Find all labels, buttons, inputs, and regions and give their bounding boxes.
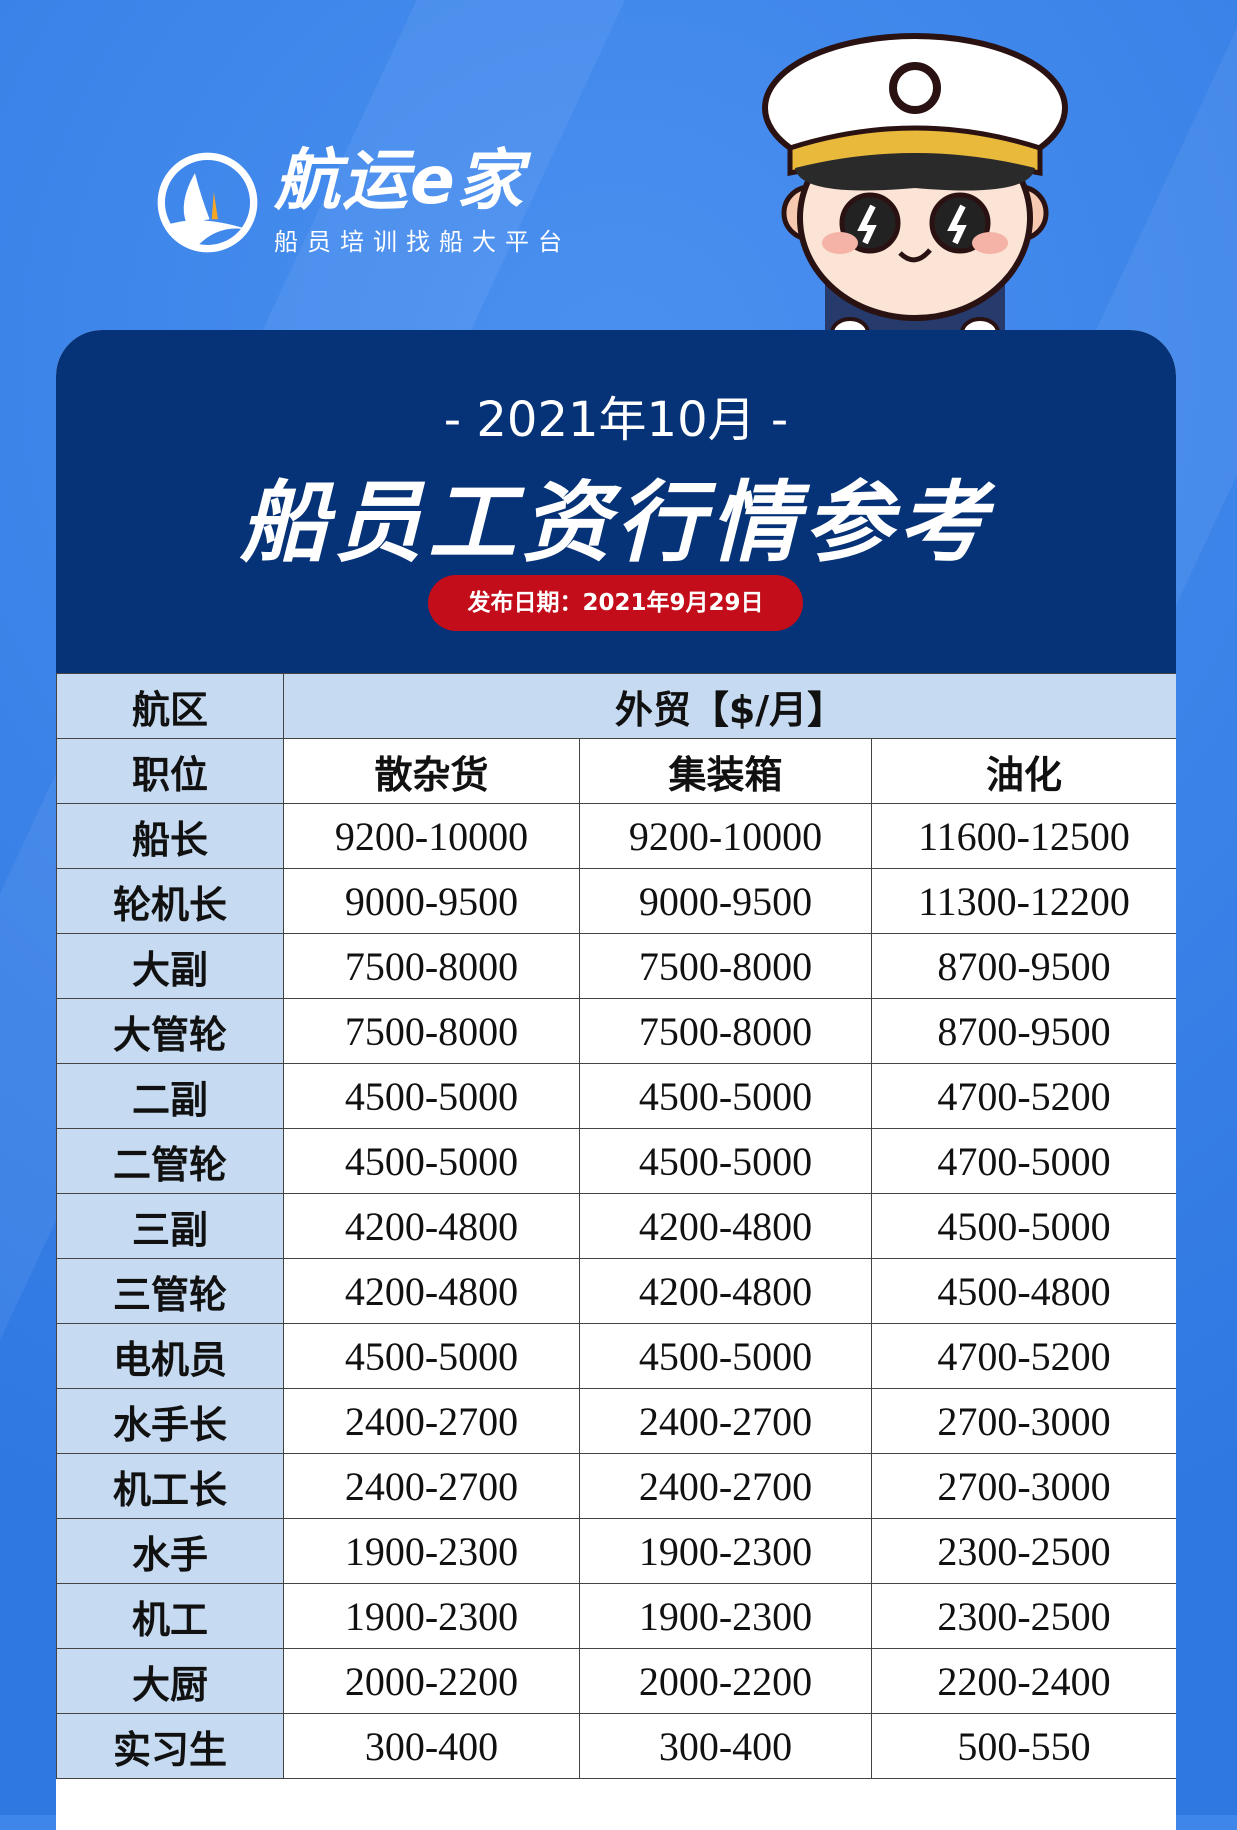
salary-cell: 7500-8000	[283, 933, 580, 999]
salary-cell: 9200-10000	[283, 803, 580, 869]
table-row: 大副 7500-8000 7500-8000 8700-9500	[56, 933, 1176, 999]
region-label: 航区	[56, 673, 284, 739]
position-cell: 水手	[56, 1518, 284, 1584]
salary-cell: 4500-5000	[283, 1323, 580, 1389]
salary-cell: 4200-4800	[283, 1193, 580, 1259]
salary-cell: 2400-2700	[283, 1388, 580, 1454]
table-row: 二管轮 4500-5000 4500-5000 4700-5000	[56, 1128, 1176, 1194]
salary-cell: 2400-2700	[579, 1388, 872, 1454]
column-header: 散杂货	[283, 738, 580, 804]
salary-cell: 2300-2500	[871, 1583, 1176, 1649]
page-title: 船员工资行情参考	[239, 471, 992, 574]
salary-cell: 7500-8000	[283, 998, 580, 1064]
salary-cell: 9000-9500	[283, 868, 580, 934]
salary-cell: 8700-9500	[871, 933, 1176, 999]
position-cell: 机工	[56, 1583, 284, 1649]
position-cell: 二副	[56, 1063, 284, 1129]
salary-cell: 2700-3000	[871, 1388, 1176, 1454]
region-value: 外贸【$/月】	[283, 673, 1176, 739]
salary-cell: 8700-9500	[871, 998, 1176, 1064]
table-row: 二副 4500-5000 4500-5000 4700-5200	[56, 1063, 1176, 1129]
salary-cell: 1900-2300	[579, 1583, 872, 1649]
salary-cell: 4200-4800	[283, 1258, 580, 1324]
salary-cell: 4500-5000	[579, 1323, 872, 1389]
salary-cell: 2000-2200	[579, 1648, 872, 1714]
salary-cell: 2300-2500	[871, 1518, 1176, 1584]
salary-cell: 4700-5200	[871, 1323, 1176, 1389]
salary-cell: 2400-2700	[283, 1453, 580, 1519]
salary-table: 航区 外贸【$/月】 职位 散杂货 集装箱 油化 船长 9200-10000 920…	[56, 673, 1176, 1779]
salary-cell: 300-400	[283, 1713, 580, 1779]
salary-cell: 1900-2300	[579, 1518, 872, 1584]
salary-cell: 4700-5000	[871, 1128, 1176, 1194]
salary-cell: 2400-2700	[579, 1453, 872, 1519]
position-cell: 大厨	[56, 1648, 284, 1714]
table-row: 大厨 2000-2200 2000-2200 2200-2400	[56, 1648, 1176, 1714]
salary-cell: 500-550	[871, 1713, 1176, 1779]
position-cell: 水手长	[56, 1388, 284, 1454]
card-header: - 2021年10月 - 船员工资行情参考 发布日期：2021年9月29日	[56, 330, 1176, 673]
salary-cell: 4500-5000	[579, 1063, 872, 1129]
salary-cell: 4500-5000	[283, 1128, 580, 1194]
position-cell: 实习生	[56, 1713, 284, 1779]
salary-cell: 2000-2200	[283, 1648, 580, 1714]
position-cell: 轮机长	[56, 868, 284, 934]
region-row: 航区 外贸【$/月】	[56, 673, 1176, 739]
salary-cell: 2700-3000	[871, 1453, 1176, 1519]
column-header: 油化	[871, 738, 1176, 804]
table-row: 大管轮 7500-8000 7500-8000 8700-9500	[56, 998, 1176, 1064]
salary-cell: 4500-5000	[871, 1193, 1176, 1259]
logo-subtitle: 船员培训找船大平台	[274, 228, 571, 256]
salary-cell: 11300-12200	[871, 868, 1176, 934]
table-row: 三管轮 4200-4800 4200-4800 4500-4800	[56, 1258, 1176, 1324]
logo: 航运e家 船员培训找船大平台	[155, 148, 571, 257]
salary-cell: 7500-8000	[579, 998, 872, 1064]
salary-cell: 300-400	[579, 1713, 872, 1779]
table-row: 船长 9200-10000 9200-10000 11600-12500	[56, 803, 1176, 869]
month-label: - 2021年10月 -	[443, 392, 789, 448]
salary-cell: 4500-4800	[871, 1258, 1176, 1324]
salary-cell: 1900-2300	[283, 1518, 580, 1584]
salary-cell: 9200-10000	[579, 803, 872, 869]
salary-cell: 1900-2300	[283, 1583, 580, 1649]
salary-card: - 2021年10月 - 船员工资行情参考 发布日期：2021年9月29日 航区…	[56, 330, 1176, 1830]
table-row: 水手 1900-2300 1900-2300 2300-2500	[56, 1518, 1176, 1584]
position-label: 职位	[56, 738, 284, 804]
position-cell: 大副	[56, 933, 284, 999]
salary-cell: 4200-4800	[579, 1193, 872, 1259]
position-cell: 电机员	[56, 1323, 284, 1389]
column-header: 集装箱	[579, 738, 872, 804]
position-cell: 机工长	[56, 1453, 284, 1519]
salary-cell: 4200-4800	[579, 1258, 872, 1324]
table-row: 三副 4200-4800 4200-4800 4500-5000	[56, 1193, 1176, 1259]
release-date-badge: 发布日期：2021年9月29日	[428, 575, 803, 631]
table-row: 实习生 300-400 300-400 500-550	[56, 1713, 1176, 1779]
salary-cell: 4500-5000	[283, 1063, 580, 1129]
position-cell: 三副	[56, 1193, 284, 1259]
column-header-row: 职位 散杂货 集装箱 油化	[56, 738, 1176, 804]
position-cell: 船长	[56, 803, 284, 869]
captain-mascot-icon	[762, 33, 1068, 348]
logo-title: 航运e家	[274, 142, 525, 219]
table-row: 机工 1900-2300 1900-2300 2300-2500	[56, 1583, 1176, 1649]
position-cell: 大管轮	[56, 998, 284, 1064]
sailboat-logo-icon	[157, 152, 258, 253]
salary-cell: 4500-5000	[579, 1128, 872, 1194]
table-row: 水手长 2400-2700 2400-2700 2700-3000	[56, 1388, 1176, 1454]
position-cell: 二管轮	[56, 1128, 284, 1194]
table-row: 电机员 4500-5000 4500-5000 4700-5200	[56, 1323, 1176, 1389]
table-row: 轮机长 9000-9500 9000-9500 11300-12200	[56, 868, 1176, 934]
salary-cell: 7500-8000	[579, 933, 872, 999]
salary-cell: 9000-9500	[579, 868, 872, 934]
salary-cell: 11600-12500	[871, 803, 1176, 869]
salary-cell: 4700-5200	[871, 1063, 1176, 1129]
table-row: 机工长 2400-2700 2400-2700 2700-3000	[56, 1453, 1176, 1519]
salary-cell: 2200-2400	[871, 1648, 1176, 1714]
position-cell: 三管轮	[56, 1258, 284, 1324]
